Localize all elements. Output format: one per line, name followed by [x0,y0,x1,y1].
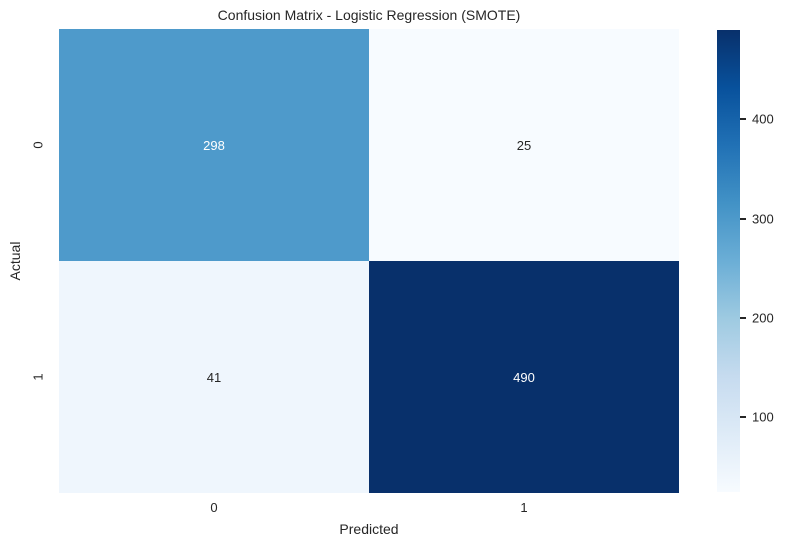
colorbar [717,30,740,492]
chart-title: Confusion Matrix - Logistic Regression (… [217,7,521,23]
heatmap-cell-r1-c1: 490 [369,261,679,493]
heatmap-grid: 298 25 41 490 [59,29,679,493]
x-tick-label-1: 1 [520,500,528,515]
y-tick-label-0: 0 [30,141,46,149]
y-axis-label: Actual [7,241,23,281]
heatmap-cell-r0-c0: 298 [59,29,369,261]
colorbar-tick-label: 300 [752,211,774,227]
colorbar-tick-label: 200 [752,310,774,326]
colorbar-tick-label: 100 [752,409,774,425]
heatmap-cell-r1-c0: 41 [59,261,369,493]
colorbar-tick-mark [740,217,746,220]
y-tick-label-1: 1 [30,373,46,381]
colorbar-tick-mark [740,118,746,121]
cell-value: 25 [516,137,532,153]
cell-value: 490 [513,369,535,385]
x-tick-label-0: 0 [210,500,218,515]
cell-value: 298 [203,137,225,153]
colorbar-tick-mark [740,317,746,320]
colorbar-tick-label: 400 [752,111,774,127]
cell-value: 41 [206,369,222,385]
colorbar-tick-mark [740,416,746,419]
x-axis-label: Predicted [339,521,399,537]
heatmap-cell-r0-c1: 25 [369,29,679,261]
